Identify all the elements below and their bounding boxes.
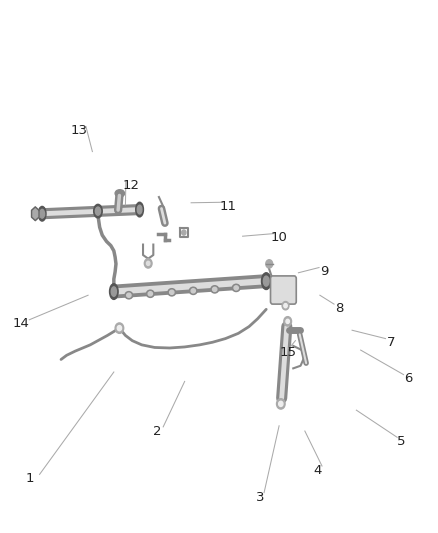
Ellipse shape	[125, 292, 133, 299]
Ellipse shape	[263, 276, 269, 286]
Circle shape	[146, 261, 150, 265]
Text: 9: 9	[320, 265, 328, 278]
Ellipse shape	[232, 284, 240, 292]
Ellipse shape	[212, 287, 217, 292]
Ellipse shape	[261, 273, 271, 289]
Ellipse shape	[191, 289, 195, 293]
Text: 10: 10	[271, 231, 287, 244]
Text: 11: 11	[219, 200, 236, 213]
Text: 2: 2	[152, 425, 161, 438]
Circle shape	[279, 401, 283, 407]
Circle shape	[286, 319, 290, 324]
Text: 4: 4	[314, 464, 322, 477]
Ellipse shape	[40, 209, 45, 218]
Ellipse shape	[111, 287, 117, 296]
Circle shape	[266, 260, 272, 268]
Ellipse shape	[95, 207, 101, 215]
Ellipse shape	[234, 286, 238, 290]
Text: 15: 15	[279, 346, 296, 359]
Ellipse shape	[148, 292, 152, 296]
Circle shape	[282, 302, 289, 310]
Text: 8: 8	[335, 302, 343, 315]
Text: 14: 14	[12, 318, 29, 330]
Text: 12: 12	[123, 179, 140, 192]
Text: 1: 1	[26, 472, 35, 484]
Ellipse shape	[168, 289, 176, 296]
Text: 5: 5	[397, 435, 406, 448]
Circle shape	[115, 323, 124, 333]
Circle shape	[117, 326, 122, 331]
Ellipse shape	[38, 206, 46, 221]
Ellipse shape	[94, 204, 102, 218]
Text: 13: 13	[71, 124, 88, 137]
Text: 3: 3	[255, 491, 264, 504]
Ellipse shape	[146, 290, 154, 297]
Ellipse shape	[136, 202, 144, 217]
Circle shape	[182, 230, 186, 235]
Ellipse shape	[137, 205, 142, 214]
Circle shape	[284, 304, 287, 308]
Ellipse shape	[115, 190, 124, 197]
Ellipse shape	[110, 284, 118, 300]
Circle shape	[276, 399, 285, 409]
Circle shape	[284, 317, 292, 326]
Ellipse shape	[211, 286, 219, 293]
Text: 6: 6	[404, 373, 412, 385]
FancyBboxPatch shape	[271, 276, 296, 304]
Polygon shape	[32, 207, 39, 221]
Circle shape	[144, 259, 152, 268]
Ellipse shape	[170, 290, 174, 294]
Ellipse shape	[189, 287, 197, 295]
Ellipse shape	[127, 293, 131, 297]
Text: 7: 7	[386, 336, 395, 349]
